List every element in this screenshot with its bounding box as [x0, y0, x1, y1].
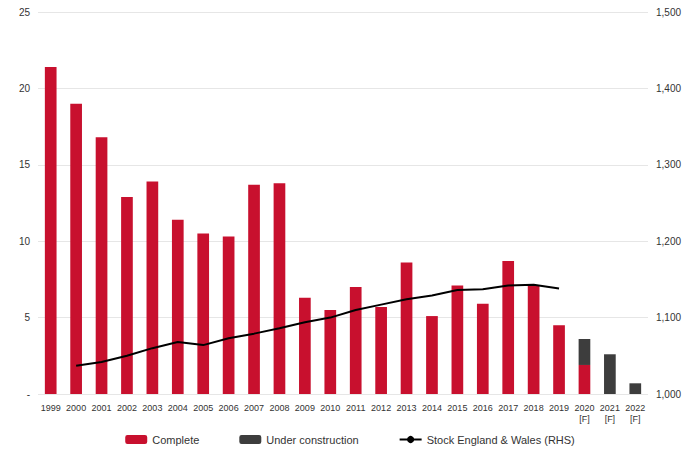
- svg-text:2020: 2020: [574, 403, 594, 413]
- svg-text:2008: 2008: [269, 403, 289, 413]
- svg-text:2006: 2006: [219, 403, 239, 413]
- svg-text:-: -: [27, 389, 30, 400]
- svg-text:2017: 2017: [498, 403, 518, 413]
- svg-text:1999: 1999: [41, 403, 61, 413]
- svg-text:1,000: 1,000: [656, 389, 681, 400]
- svg-text:2001: 2001: [92, 403, 112, 413]
- svg-text:[F]: [F]: [605, 414, 616, 424]
- svg-text:[F]: [F]: [630, 414, 641, 424]
- svg-text:2015: 2015: [447, 403, 467, 413]
- svg-text:2013: 2013: [397, 403, 417, 413]
- svg-text:1,500: 1,500: [656, 7, 681, 18]
- svg-text:2004: 2004: [168, 403, 188, 413]
- svg-text:2016: 2016: [473, 403, 493, 413]
- svg-text:25: 25: [19, 7, 31, 18]
- svg-text:Complete: Complete: [152, 434, 199, 446]
- svg-text:Under construction: Under construction: [266, 434, 358, 446]
- svg-text:2005: 2005: [193, 403, 213, 413]
- svg-text:10: 10: [19, 236, 31, 247]
- svg-text:5: 5: [24, 312, 30, 323]
- svg-text:Stock England & Wales (RHS): Stock England & Wales (RHS): [427, 434, 575, 446]
- svg-text:2003: 2003: [142, 403, 162, 413]
- svg-text:2010: 2010: [320, 403, 340, 413]
- svg-text:2009: 2009: [295, 403, 315, 413]
- svg-text:2007: 2007: [244, 403, 264, 413]
- svg-text:1,400: 1,400: [656, 83, 681, 94]
- svg-text:2019: 2019: [549, 403, 569, 413]
- svg-text:2012: 2012: [371, 403, 391, 413]
- svg-text:2000: 2000: [66, 403, 86, 413]
- svg-text:2021: 2021: [600, 403, 620, 413]
- svg-text:2002: 2002: [117, 403, 137, 413]
- svg-text:2022: 2022: [625, 403, 645, 413]
- svg-text:2011: 2011: [346, 403, 365, 413]
- svg-text:1,200: 1,200: [656, 236, 681, 247]
- svg-text:15: 15: [19, 159, 31, 170]
- svg-text:[F]: [F]: [579, 414, 590, 424]
- svg-text:1,100: 1,100: [656, 312, 681, 323]
- svg-text:1,300: 1,300: [656, 159, 681, 170]
- svg-text:2018: 2018: [524, 403, 544, 413]
- svg-text:2014: 2014: [422, 403, 442, 413]
- svg-text:20: 20: [19, 83, 31, 94]
